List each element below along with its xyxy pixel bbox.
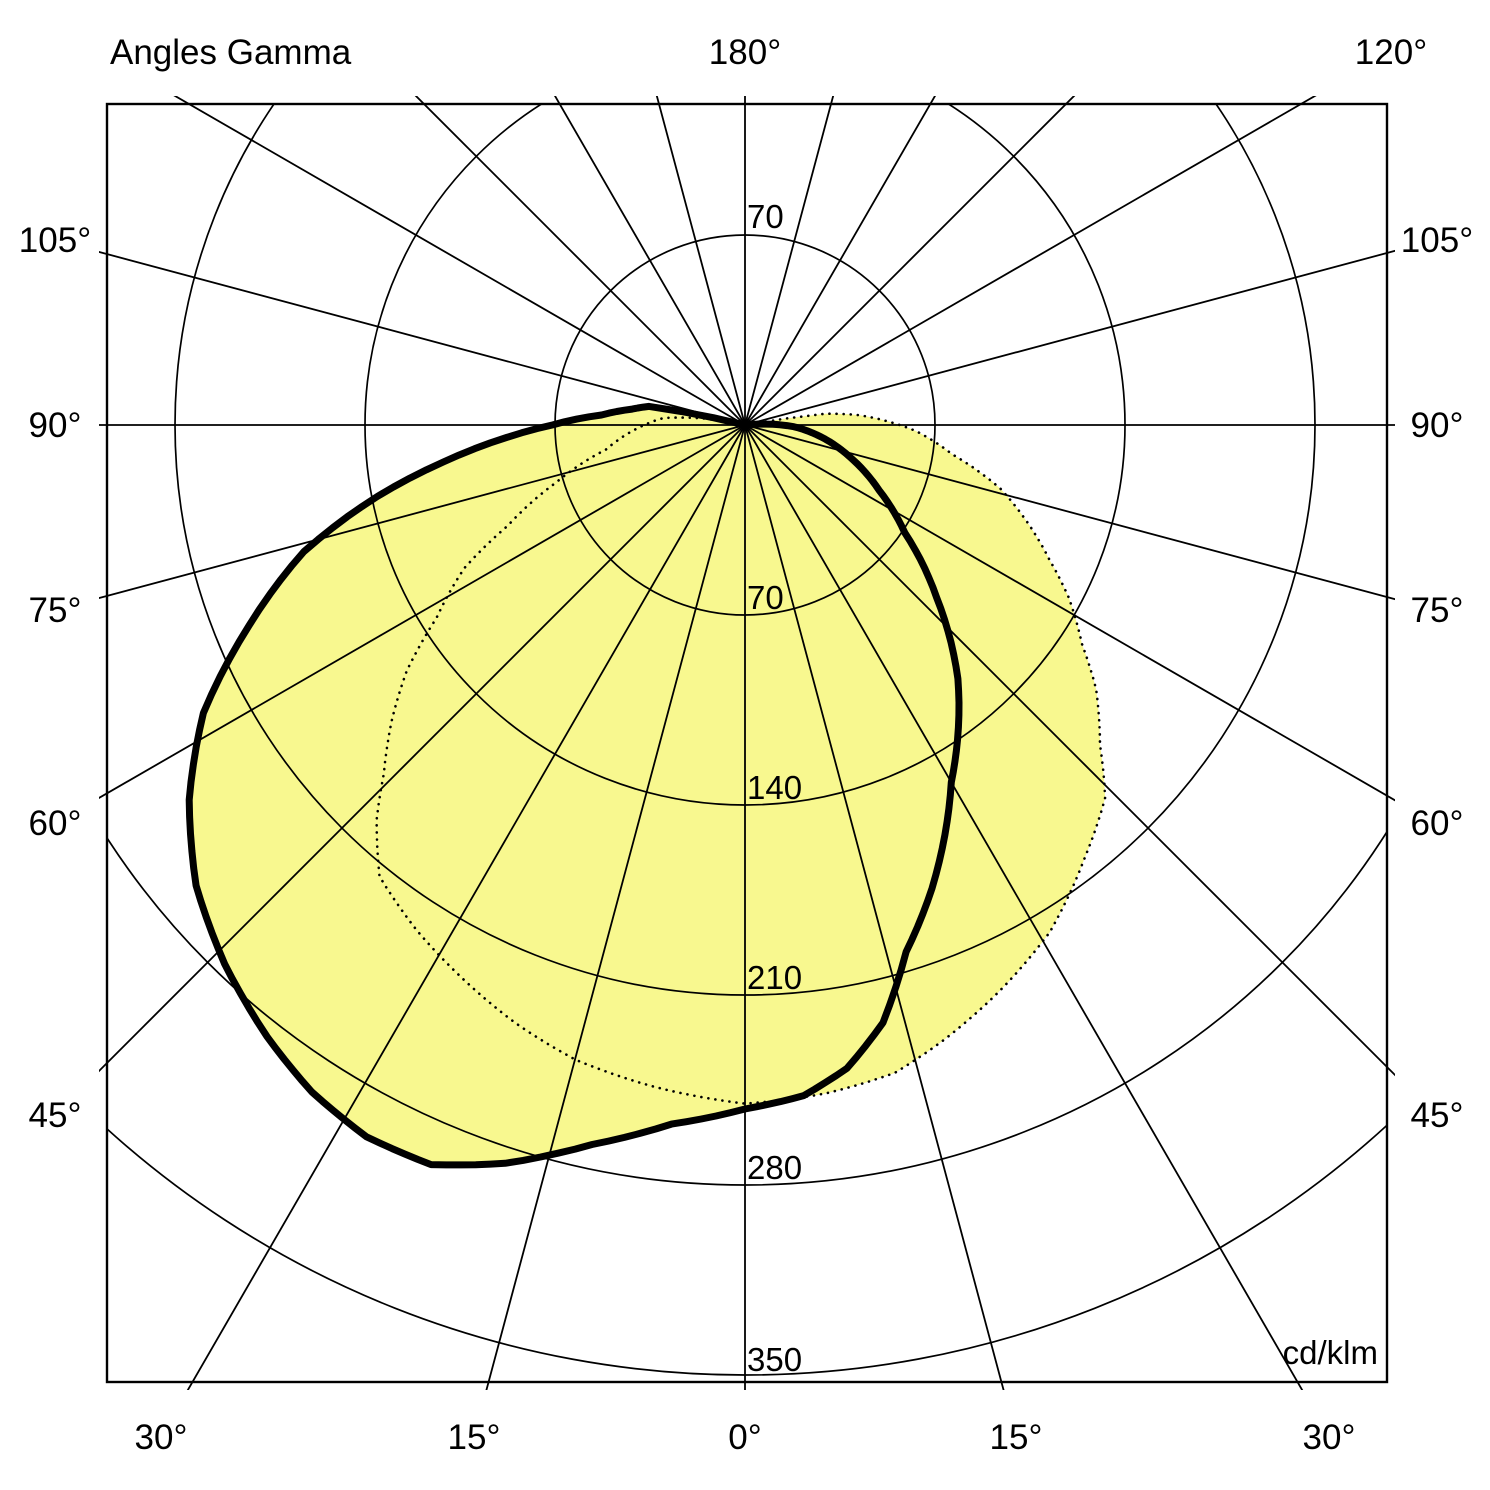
grid-ray-210 [744, 96, 936, 426]
solid-plane-curve [185, 402, 963, 1169]
chart-title: Angles Gamma [110, 33, 352, 72]
curve-fill-layer [189, 406, 1106, 1165]
grid-ray-60 [99, 424, 746, 800]
unit-label: cd/klm [1283, 1334, 1378, 1371]
grid-ray-195 [744, 96, 835, 426]
gamma-label-bottom-4: 30° [1303, 1418, 1356, 1457]
gamma-label-right-105: 105° [1401, 221, 1473, 260]
gamma-label-right-90: 90° [1411, 406, 1464, 445]
gamma-label-bottom-2: 0° [728, 1418, 761, 1457]
grid-ray-120 [173, 96, 746, 426]
curves-layer [185, 402, 1107, 1169]
grid-ray-240 [744, 96, 1317, 426]
grid-ray-45 [99, 424, 746, 1073]
grid-ray-15 [485, 424, 746, 1390]
grid-ray-225 [744, 96, 1076, 426]
grid-ray-105 [99, 250, 746, 426]
grid-ray-345 [744, 424, 1005, 1390]
gamma-label-right-75: 75° [1411, 591, 1464, 630]
grid-ray-255 [744, 249, 1395, 426]
grid-ray-300 [744, 424, 1395, 802]
plot-frame [105, 102, 1389, 1384]
grid-ray-75 [99, 424, 746, 600]
radial-tick-label-350: 350 [747, 1341, 802, 1378]
radial-tick-label-above-70: 70 [747, 198, 784, 235]
grid-ray-150 [554, 96, 746, 426]
grid-ray-165 [655, 96, 746, 426]
gamma-label-left-90: 90° [29, 406, 82, 445]
grid-ray-30 [186, 424, 746, 1390]
labels-layer: Angles Gamma 180° 120° 105° 90° 75° 60° 45° 105°… [19, 33, 1473, 1457]
grid-ray-330 [744, 424, 1304, 1390]
grid-ray-315 [744, 424, 1395, 1077]
gamma-label-right-45: 45° [1411, 1096, 1464, 1135]
radial-tick-label-140: 140 [747, 769, 802, 806]
gamma-label-left-45: 45° [29, 1096, 82, 1135]
gamma-label-top-120: 120° [1355, 33, 1427, 72]
gamma-label-right-60: 60° [1411, 804, 1464, 843]
gamma-label-bottom-3: 15° [990, 1418, 1043, 1457]
radial-tick-label-210: 210 [747, 959, 802, 996]
grid-ray-285 [744, 424, 1395, 601]
curve-area-fill-dotted-plane-curve [376, 413, 1106, 1104]
radial-tick-label-70: 70 [747, 579, 784, 616]
gamma-label-left-75: 75° [29, 591, 82, 630]
radial-tick-label-280: 280 [747, 1149, 802, 1186]
gamma-label-left-105: 105° [19, 221, 91, 260]
gamma-label-bottom-1: 15° [448, 1418, 501, 1457]
frame-layer [105, 102, 1389, 1384]
gamma-label-left-60: 60° [29, 804, 82, 843]
grid-ray-135 [414, 96, 746, 426]
gamma-label-bottom-0: 30° [135, 1418, 188, 1457]
gamma-label-top-180: 180° [709, 33, 781, 72]
